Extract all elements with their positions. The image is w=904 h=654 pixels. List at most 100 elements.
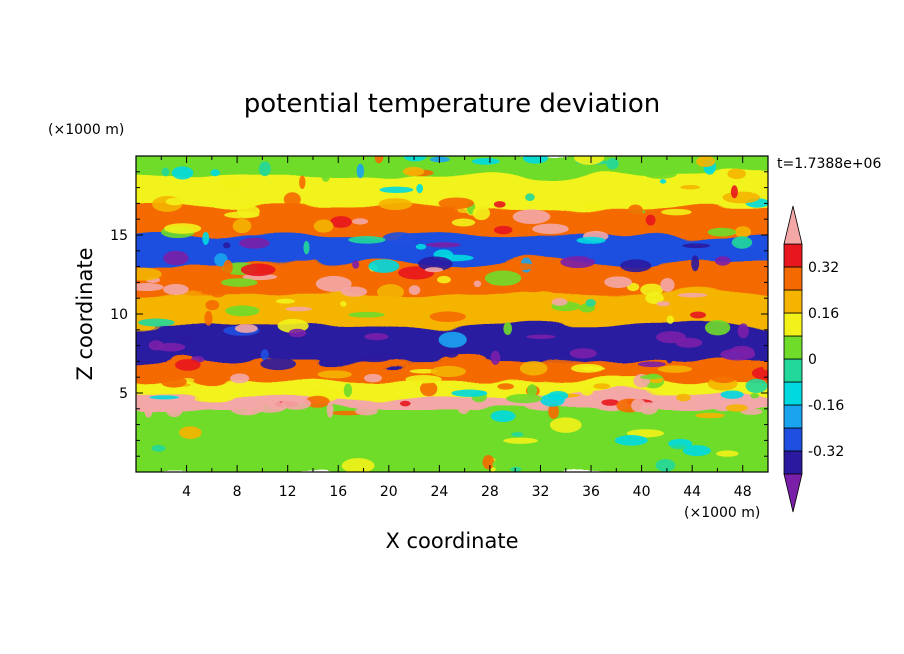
field-eddy: [317, 370, 352, 379]
field-eddy: [351, 441, 377, 450]
field-eddy: [304, 395, 330, 408]
field-eddy: [163, 250, 189, 266]
field-eddy: [457, 400, 470, 414]
field-eddy: [409, 368, 439, 374]
field-eddy: [174, 359, 201, 371]
field-eddy: [454, 226, 469, 234]
field-eddy: [593, 383, 611, 390]
colorbar-extend-high: [783, 205, 803, 245]
field-eddy: [368, 259, 400, 273]
field-eddy: [737, 323, 749, 339]
field-eddy: [321, 170, 331, 182]
x-tick-label: 48: [734, 484, 752, 500]
field-eddy: [374, 156, 384, 164]
field-eddy: [731, 236, 753, 249]
field-eddy: [680, 184, 700, 190]
field-eddy: [695, 412, 725, 419]
field-eddy: [174, 335, 194, 343]
field-eddy: [161, 167, 170, 177]
x-tick-label: 4: [182, 484, 191, 500]
field-eddy: [585, 298, 596, 307]
field-eddy: [720, 390, 744, 399]
x-tick-label: 20: [380, 484, 398, 500]
field-eddy: [604, 276, 632, 288]
field-eddy: [682, 243, 711, 249]
field-eddy: [497, 383, 515, 390]
y-unit-label: (×1000 m): [48, 122, 124, 138]
field-eddy: [136, 224, 152, 230]
field-eddy: [532, 223, 569, 235]
field-eddy: [750, 392, 760, 399]
field-eddy: [745, 378, 768, 394]
field-eddy: [382, 232, 417, 245]
field-eddy: [399, 400, 411, 407]
x-tick-label: 28: [481, 484, 499, 500]
field-eddy: [179, 426, 202, 440]
field-eddy: [548, 403, 559, 419]
field-eddy: [303, 240, 310, 255]
colorbar-segment: [783, 266, 803, 291]
x-tick-label: 8: [233, 484, 242, 500]
field-eddy: [210, 169, 221, 177]
field-eddy: [239, 237, 270, 249]
field-eddy: [165, 197, 185, 206]
field-eddy: [405, 375, 442, 384]
field-eddy: [501, 263, 538, 271]
field-eddy: [418, 256, 453, 271]
field-eddy: [730, 185, 738, 199]
field-eddy: [225, 305, 260, 317]
field-eddy: [511, 432, 524, 437]
field-eddy: [658, 395, 677, 410]
field-eddy: [408, 285, 421, 296]
field-eddy: [260, 357, 297, 371]
x-tick-label: 24: [430, 484, 448, 500]
field-eddy: [549, 417, 582, 433]
field-eddy: [451, 218, 476, 227]
field-eddy: [205, 299, 220, 311]
field-eddy: [493, 225, 513, 235]
field-eddy: [696, 156, 716, 167]
field-eddy: [661, 208, 692, 216]
field-eddy: [574, 156, 605, 165]
field-eddy: [473, 280, 482, 288]
field-eddy: [355, 407, 378, 416]
field-eddy: [725, 404, 748, 412]
field-eddy: [160, 376, 187, 388]
field-eddy: [166, 298, 195, 308]
field-eddy: [569, 348, 598, 359]
colorbar-label: 0.16: [808, 306, 839, 322]
x-axis: 4 8 12 16 20 24 28 32 36 40 44 48: [160, 156, 752, 500]
field-eddy: [281, 397, 311, 410]
colorbar-label: -0.16: [808, 398, 844, 414]
field-eddy: [425, 242, 461, 248]
field-eddy: [208, 284, 227, 298]
field-eddy: [340, 286, 368, 297]
field-eddy: [275, 298, 296, 304]
field-eddy: [424, 267, 443, 273]
field-eddy: [503, 437, 538, 444]
field-eddy: [643, 168, 678, 179]
field-eddy: [163, 283, 189, 295]
field-eddy: [601, 399, 619, 406]
chart-title: potential temperature deviation: [244, 89, 660, 119]
field-eddy: [527, 384, 538, 397]
field-eddy: [260, 349, 269, 361]
x-tick-label: 16: [329, 484, 347, 500]
field-eddy: [341, 458, 375, 472]
x-tick-label: 40: [633, 484, 651, 500]
colorbar-extend-low: [783, 473, 803, 513]
field-eddy: [429, 311, 466, 322]
field-eddy: [645, 292, 664, 304]
field-eddy: [471, 158, 500, 165]
field-eddy: [364, 333, 389, 341]
x-unit-label: (×1000 m): [684, 505, 760, 521]
field-eddy: [343, 431, 353, 438]
y-tick-label: 15: [110, 228, 128, 244]
field-eddy: [204, 310, 213, 326]
field-eddy: [637, 361, 666, 368]
field-eddy: [727, 365, 736, 370]
field-eddy: [656, 331, 686, 344]
colorbar-segment: [783, 335, 803, 360]
field-eddy: [356, 163, 365, 179]
